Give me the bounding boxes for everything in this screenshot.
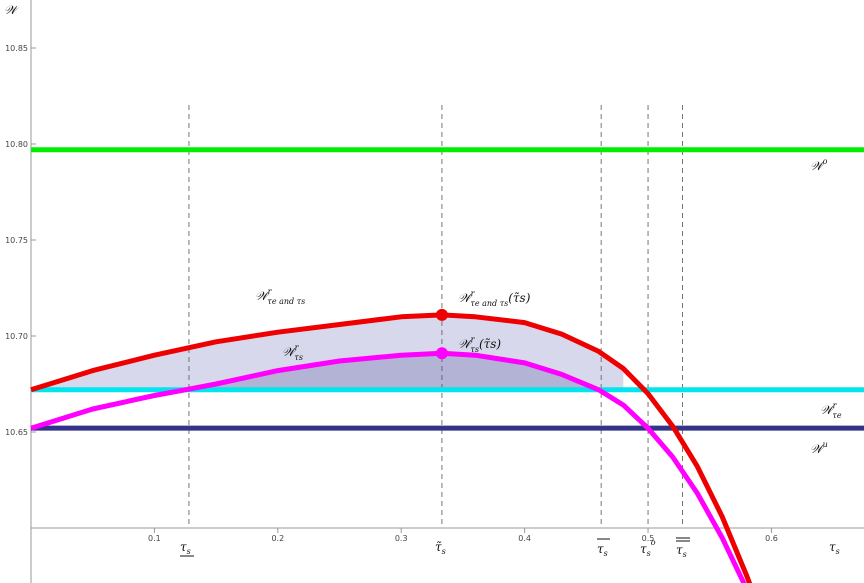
y-tick-label: 10.65 (5, 428, 28, 437)
peak-point-both (435, 308, 448, 321)
w-r-both-point-label: 𝒲r τe and τs(τ̃s) (458, 289, 531, 308)
svg-text:τs: τs (180, 540, 191, 556)
y-ticks: 10.65 10.70 10.75 10.80 10.85 (5, 44, 36, 437)
w-r-ts-point-label: 𝒲r τs(τ̃s) (458, 335, 501, 354)
marker-tau-underline: τs (180, 540, 194, 557)
w-r-te-label: 𝒲r τe (820, 401, 842, 420)
w-o-label: 𝒲o (810, 157, 828, 173)
x-tick-label: 0.1 (148, 534, 161, 543)
x-tick-label: 0.6 (765, 534, 778, 543)
fill-region-dark (185, 353, 599, 390)
peak-point-ts (435, 347, 448, 360)
x-axis-label: τs (829, 540, 840, 556)
y-tick-label: 10.80 (5, 140, 28, 149)
marker-tau-o: τso (640, 538, 656, 558)
svg-text:τso: τso (640, 538, 656, 558)
marker-tau-double-overline: τs (676, 537, 690, 559)
w-u-label: 𝒲u (810, 440, 828, 456)
x-tick-label: 0.2 (271, 534, 284, 543)
w-r-ts-label: 𝒲r τs (282, 343, 303, 362)
y-axis-label: 𝒲 (4, 3, 20, 17)
svg-text:τs: τs (597, 542, 608, 558)
w-r-both-curve (30, 312, 753, 583)
svg-text:τs: τs (676, 543, 687, 559)
y-tick-label: 10.75 (5, 236, 28, 245)
w-r-both-label: 𝒲r τe and τs (255, 287, 305, 306)
w-r-ts-curve (30, 350, 747, 583)
marker-tau-overline: τs (597, 538, 610, 558)
y-tick-label: 10.70 (5, 332, 28, 341)
x-ticks: 0.1 0.2 0.3 0.4 0.5 0.6 (148, 528, 778, 543)
x-tick-label: 0.4 (518, 534, 531, 543)
x-tick-label: 0.5 (642, 534, 655, 543)
marker-tau-tilde: τ̃s (435, 540, 446, 556)
svg-text:τ̃s: τ̃s (435, 540, 446, 556)
y-tick-label: 10.85 (5, 44, 28, 53)
x-tick-label: 0.3 (395, 534, 408, 543)
